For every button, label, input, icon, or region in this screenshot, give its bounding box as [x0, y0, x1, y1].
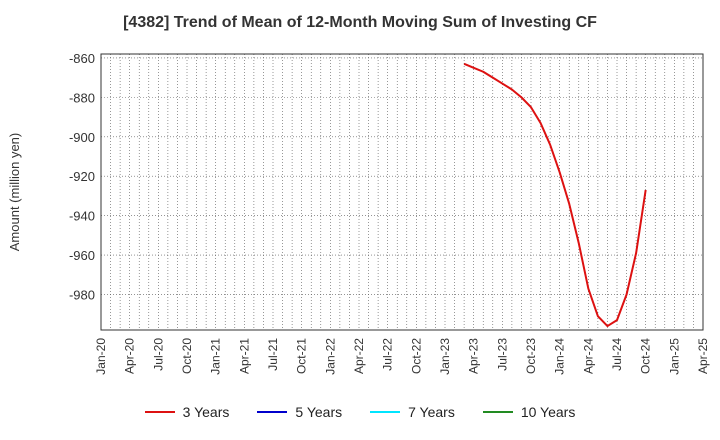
- legend-item-3-years: 3 Years: [144, 404, 230, 420]
- x-tick-label: Jan-24: [553, 338, 567, 375]
- vertical-gridlines: [110, 54, 694, 330]
- legend-swatch: [257, 411, 288, 413]
- y-tick-label: -880: [69, 90, 95, 105]
- x-axis-ticks: Jan-20 Apr-20 Jul-20 Oct-20 Jan-21 Apr-21 Jul-…: [94, 338, 710, 375]
- x-tick-label: Oct-23: [524, 338, 538, 374]
- x-tick-label: Jan-23: [438, 338, 452, 375]
- x-tick-label: Jul-23: [495, 338, 509, 371]
- x-tick-label: Apr-20: [123, 338, 137, 374]
- legend-label: 7 Years: [408, 404, 455, 420]
- legend-item-7-years: 7 Years: [370, 404, 455, 420]
- legend-label: 5 Years: [295, 404, 343, 420]
- x-tick-label: Apr-25: [696, 338, 710, 374]
- y-tick-label: -860: [69, 51, 95, 66]
- legend-swatch: [482, 411, 513, 413]
- x-tick-label: Apr-23: [467, 338, 481, 374]
- x-tick-label: Jan-21: [209, 338, 223, 375]
- y-axis-label: Amount (million yen): [7, 133, 22, 252]
- legend-label: 3 Years: [182, 404, 230, 420]
- y-tick-label: -960: [69, 248, 95, 263]
- x-tick-label: Jul-24: [610, 338, 624, 371]
- y-tick-label: -940: [69, 209, 95, 224]
- legend: 3 Years 5 Years 7 Years 10 Years: [0, 404, 720, 420]
- x-tick-label: Jan-22: [323, 338, 337, 375]
- legend-label: 10 Years: [520, 404, 576, 420]
- x-tick-label: Oct-22: [409, 338, 423, 374]
- horizontal-gridlines: [101, 57, 703, 295]
- x-tick-label: Jul-20: [151, 338, 165, 371]
- x-tick-label: Jan-20: [94, 338, 108, 375]
- x-tick-label: Oct-24: [639, 338, 653, 374]
- x-tick-label: Oct-20: [180, 338, 194, 374]
- plot-border: [100, 53, 704, 331]
- x-tick-label: Oct-21: [295, 338, 309, 374]
- legend-swatch: [144, 411, 175, 413]
- y-tick-label: -920: [69, 169, 95, 184]
- legend-item-10-years: 10 Years: [482, 404, 576, 420]
- x-tick-label: Jan-25: [667, 338, 681, 375]
- chart-title: [4382] Trend of Mean of 12-Month Moving …: [123, 14, 597, 31]
- series-lines: [463, 62, 647, 328]
- y-tick-label: -900: [69, 130, 95, 145]
- plot-area: [101, 54, 703, 330]
- y-axis-ticks: -860 -880 -900 -920 -940 -960 -980: [69, 51, 95, 303]
- legend-swatch: [370, 411, 401, 413]
- legend-item-5-years: 5 Years: [257, 404, 342, 420]
- x-tick-label: Jul-21: [266, 338, 280, 371]
- series-line: [463, 62, 647, 328]
- x-tick-label: Jul-22: [381, 338, 395, 371]
- x-tick-label: Apr-24: [581, 338, 595, 374]
- y-tick-label: -980: [69, 288, 95, 303]
- x-tick-label: Apr-21: [237, 338, 251, 374]
- x-tick-label: Apr-22: [352, 338, 366, 374]
